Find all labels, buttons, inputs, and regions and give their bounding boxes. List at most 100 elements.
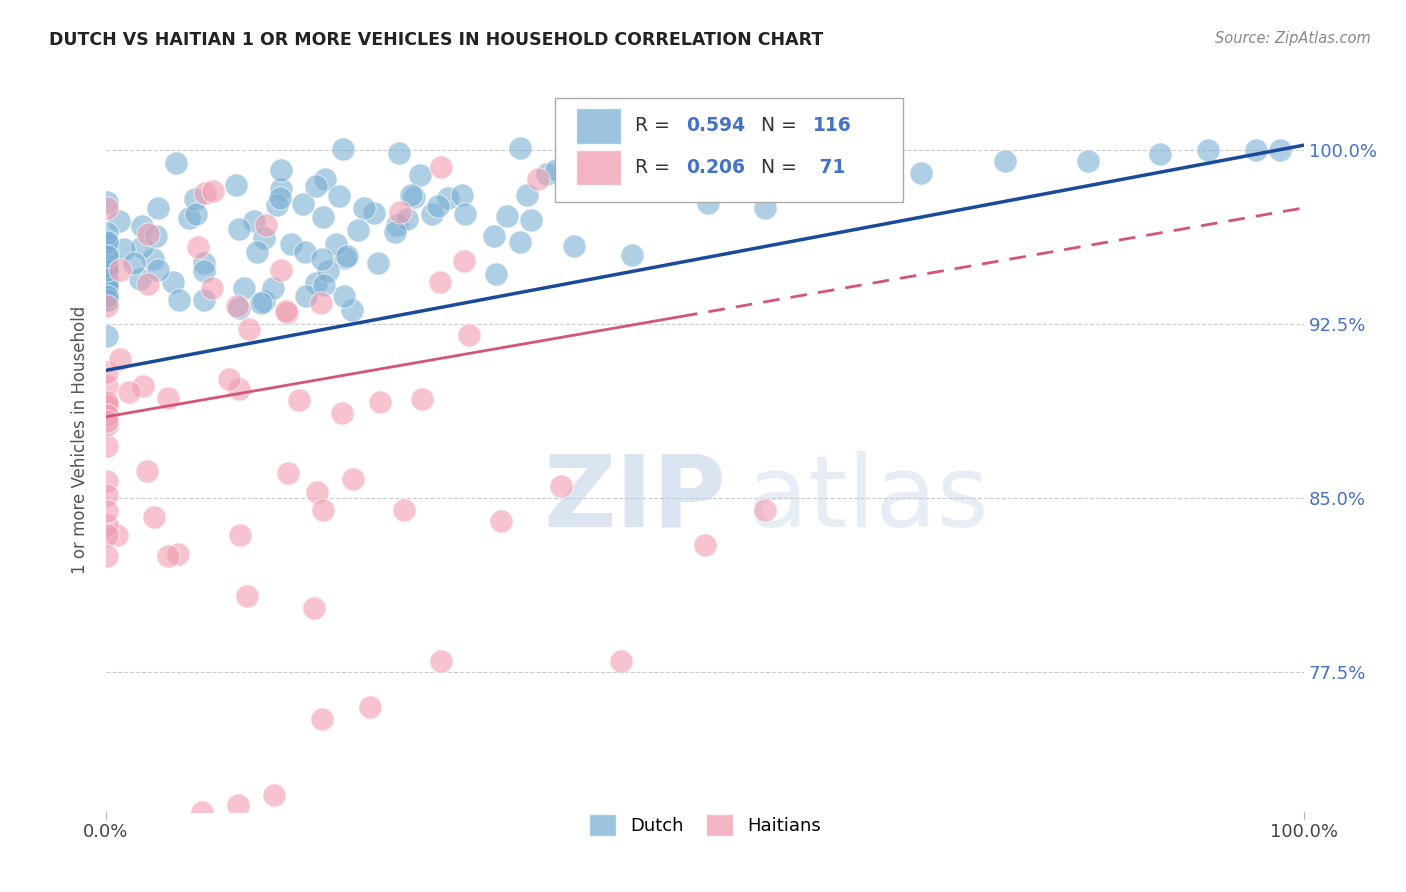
Point [226,299,249,313]
Point [482,229,505,244]
Point [146,201,169,215]
Point [325,236,347,251]
Point [122,256,145,270]
Point [96,378,118,392]
Point [394,502,416,516]
Point [225,178,247,193]
Point [696,195,718,210]
Point [96,235,118,249]
Point [314,278,336,293]
Point [184,207,207,221]
Point [96,195,118,210]
Point [96,365,118,379]
Point [294,289,316,303]
Point [193,256,215,270]
Point [754,201,776,215]
Point [96,235,118,249]
Point [136,465,159,479]
Point [1077,154,1099,169]
Point [112,242,135,256]
Point [96,518,118,533]
Point [96,244,118,259]
Point [359,700,381,714]
Point [108,263,131,277]
Point [305,179,328,194]
Point [187,240,209,254]
Point [254,219,277,233]
Point [194,186,217,201]
FancyBboxPatch shape [575,150,621,186]
Point [429,275,451,289]
Point [508,141,530,155]
Point [546,163,568,178]
Point [167,293,190,308]
Point [96,549,118,563]
Point [96,259,118,273]
Point [236,589,259,603]
Point [340,302,363,317]
Point [311,252,333,266]
Point [312,210,335,224]
Text: 0.206: 0.206 [686,158,745,177]
Point [1149,147,1171,161]
Point [690,131,713,145]
Point [146,263,169,277]
Point [287,392,309,407]
Point [280,236,302,251]
Point [550,479,572,493]
Point [527,171,550,186]
Point [96,281,118,295]
Point [754,502,776,516]
Point [411,392,433,406]
Point [328,189,350,203]
Point [1244,143,1267,157]
Point [305,485,328,500]
FancyBboxPatch shape [575,108,621,144]
Point [309,296,332,310]
Point [96,399,118,413]
Point [332,143,354,157]
Text: Source: ZipAtlas.com: Source: ZipAtlas.com [1215,31,1371,46]
Point [453,254,475,268]
Point [430,654,453,668]
Point [201,280,224,294]
Point [131,239,153,253]
Point [105,527,128,541]
Text: atlas: atlas [747,451,988,548]
Point [363,206,385,220]
Point [332,289,354,303]
Point [491,514,513,528]
Point [96,290,118,304]
Point [436,191,458,205]
Point [662,152,685,166]
Point [429,161,451,175]
Point [190,805,212,819]
Point [238,321,260,335]
Point [96,394,118,409]
Point [136,277,159,292]
Point [368,394,391,409]
Point [179,211,201,225]
Point [165,155,187,169]
Text: N =: N = [761,158,803,177]
Point [277,467,299,481]
Point [693,537,716,551]
Point [96,528,118,542]
Point [384,225,406,239]
Point [96,408,118,422]
Point [316,264,339,278]
Point [145,228,167,243]
Point [388,145,411,160]
Y-axis label: 1 or more Vehicles in Household: 1 or more Vehicles in Household [72,306,89,574]
Point [131,219,153,233]
Point [96,273,118,287]
Point [910,166,932,180]
Point [193,264,215,278]
Point [96,273,118,287]
Point [671,161,693,175]
Point [96,201,118,215]
Point [96,259,118,273]
Point [263,789,285,803]
Point [496,209,519,223]
Point [519,213,541,227]
